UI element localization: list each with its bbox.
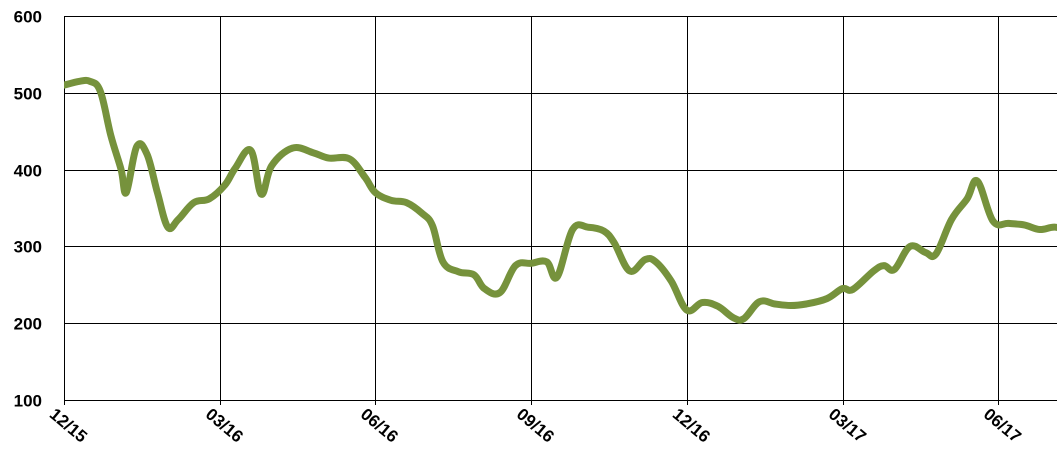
y-tick-label: 200: [14, 315, 42, 334]
x-tick-label: 12/16: [669, 405, 714, 447]
y-tick-label: 100: [14, 392, 42, 411]
y-tick-labels: 600 500 400 300 200 100: [14, 8, 42, 411]
y-tick-label: 500: [14, 85, 42, 104]
x-tick-label: 12/15: [46, 405, 91, 447]
y-tick-label: 400: [14, 162, 42, 181]
x-tick-label: 06/17: [980, 405, 1025, 447]
x-tick-label: 09/16: [513, 405, 558, 447]
grid-layer: [64, 16, 1057, 400]
x-tick-label: 06/16: [357, 405, 402, 447]
x-tick-label: 03/17: [825, 405, 870, 447]
y-tick-label: 600: [14, 8, 42, 27]
x-tick-labels: 12/15 03/16 06/16 09/16 12/16 03/17 06/17: [46, 405, 1025, 447]
series-layer: [64, 76, 1057, 324]
x-tick-label: 03/16: [202, 405, 247, 447]
y-tick-label: 300: [14, 238, 42, 257]
axis-layer: [63, 16, 1057, 405]
series-line: [64, 76, 1057, 324]
